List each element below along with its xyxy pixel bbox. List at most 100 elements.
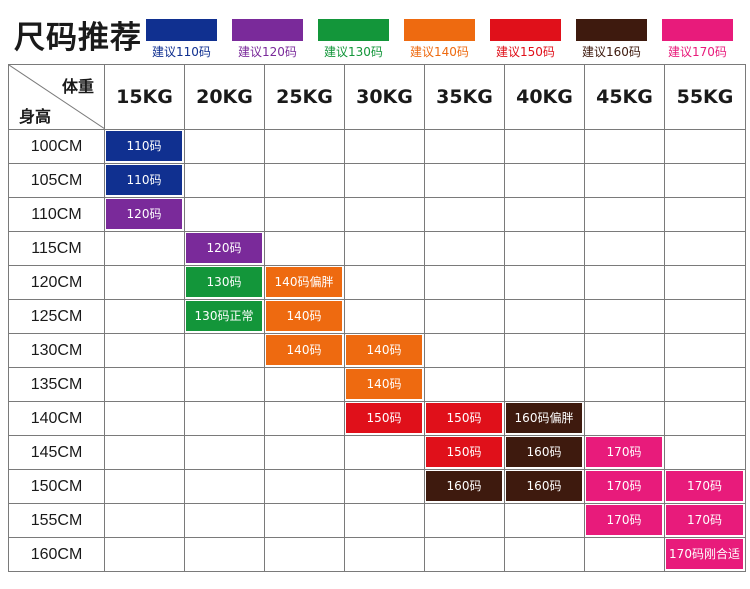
weight-header: 35KG xyxy=(424,64,505,130)
size-cell: 110码 xyxy=(104,163,185,198)
size-recommendation: 170码 xyxy=(666,471,743,501)
size-cell xyxy=(424,163,505,198)
legend-item: 建议120码 xyxy=(232,19,303,63)
size-recommendation: 120码 xyxy=(186,233,262,263)
height-header: 150CM xyxy=(8,469,105,504)
size-cell: 140码 xyxy=(344,333,425,368)
size-cell xyxy=(344,435,425,470)
size-cell xyxy=(584,197,665,232)
size-table: 体重 身高 15KG 20KG 25KG 30KG 35KG 40KG 45KG 55KG 1… xyxy=(8,64,746,572)
size-recommendation: 170码 xyxy=(586,437,662,467)
size-cell xyxy=(264,537,345,572)
legend-swatch xyxy=(146,19,217,41)
height-header: 145CM xyxy=(8,435,105,470)
size-cell: 120码 xyxy=(184,231,265,266)
table-row: 160CM 170码刚合适 xyxy=(8,537,746,572)
size-cell xyxy=(664,231,746,266)
size-cell xyxy=(264,401,345,436)
size-cell xyxy=(184,469,265,504)
size-recommendation: 140码偏胖 xyxy=(266,267,342,297)
size-cell xyxy=(504,197,585,232)
legend-swatch xyxy=(404,19,475,41)
size-cell xyxy=(104,367,185,402)
size-cell xyxy=(264,231,345,266)
size-cell: 170码 xyxy=(584,503,665,538)
height-header: 135CM xyxy=(8,367,105,402)
size-cell xyxy=(184,537,265,572)
size-cell xyxy=(504,265,585,300)
size-recommendation: 170码刚合适 xyxy=(666,539,743,569)
legend-swatch xyxy=(576,19,647,41)
size-cell: 160码 xyxy=(504,469,585,504)
weight-header: 45KG xyxy=(584,64,665,130)
size-recommendation: 140码 xyxy=(346,335,422,365)
size-cell xyxy=(344,163,425,198)
size-recommendation: 130码正常 xyxy=(186,301,262,331)
legend-item: 建议150码 xyxy=(490,19,561,63)
size-cell: 130码 xyxy=(184,265,265,300)
table-row: 145CM 150码 160码 170码 xyxy=(8,435,746,470)
table-row: 120CM 130码 140码偏胖 xyxy=(8,265,746,300)
size-cell xyxy=(584,129,665,164)
size-cell: 160码 xyxy=(424,469,505,504)
size-cell xyxy=(584,299,665,334)
size-cell xyxy=(104,435,185,470)
size-cell xyxy=(344,197,425,232)
legend-swatch xyxy=(662,19,733,41)
weight-header: 30KG xyxy=(344,64,425,130)
size-cell xyxy=(424,265,505,300)
size-cell: 110码 xyxy=(104,129,185,164)
size-recommendation: 130码 xyxy=(186,267,262,297)
size-recommendation: 170码 xyxy=(586,505,662,535)
size-cell xyxy=(664,265,746,300)
legend-label: 建议170码 xyxy=(668,45,727,59)
legend-item: 建议170码 xyxy=(662,19,733,63)
size-cell xyxy=(584,265,665,300)
height-header: 105CM xyxy=(8,163,105,198)
size-cell xyxy=(424,299,505,334)
size-cell xyxy=(584,333,665,368)
size-cell xyxy=(504,367,585,402)
size-recommendation: 170码 xyxy=(586,471,662,501)
size-cell xyxy=(104,231,185,266)
table-row: 140CM 150码 150码 160码偏胖 xyxy=(8,401,746,436)
size-recommendation: 170码 xyxy=(666,505,743,535)
table-row: 105CM 110码 xyxy=(8,163,746,198)
page-title: 尺码推荐 xyxy=(14,20,142,56)
height-header: 140CM xyxy=(8,401,105,436)
size-cell xyxy=(584,401,665,436)
size-cell: 160码 xyxy=(504,435,585,470)
size-cell xyxy=(664,435,746,470)
size-cell xyxy=(264,129,345,164)
weight-axis-label: 体重 xyxy=(61,77,94,96)
table-row: 155CM 170码 170码 xyxy=(8,503,746,538)
size-recommendation: 150码 xyxy=(346,403,422,433)
size-cell xyxy=(264,503,345,538)
size-cell xyxy=(264,469,345,504)
table-row: 135CM 140码 xyxy=(8,367,746,402)
size-cell xyxy=(104,503,185,538)
weight-header: 25KG xyxy=(264,64,345,130)
size-cell: 160码偏胖 xyxy=(504,401,585,436)
size-cell xyxy=(584,231,665,266)
size-cell xyxy=(344,265,425,300)
table-row: 125CM 130码正常 140码 xyxy=(8,299,746,334)
size-cell xyxy=(504,333,585,368)
size-cell xyxy=(184,503,265,538)
size-cell xyxy=(184,367,265,402)
size-cell: 130码正常 xyxy=(184,299,265,334)
diagonal-line xyxy=(9,65,104,129)
size-recommendation: 150码 xyxy=(426,437,502,467)
legend-label: 建议150码 xyxy=(496,45,555,59)
size-cell xyxy=(104,265,185,300)
table-row: 100CM 110码 xyxy=(8,129,746,164)
size-cell: 170码 xyxy=(584,469,665,504)
size-cell xyxy=(424,367,505,402)
size-cell xyxy=(424,537,505,572)
size-cell xyxy=(664,129,746,164)
height-header: 120CM xyxy=(8,265,105,300)
legend-swatch xyxy=(490,19,561,41)
size-cell xyxy=(184,435,265,470)
size-recommendation: 140码 xyxy=(266,301,342,331)
size-cell xyxy=(664,333,746,368)
